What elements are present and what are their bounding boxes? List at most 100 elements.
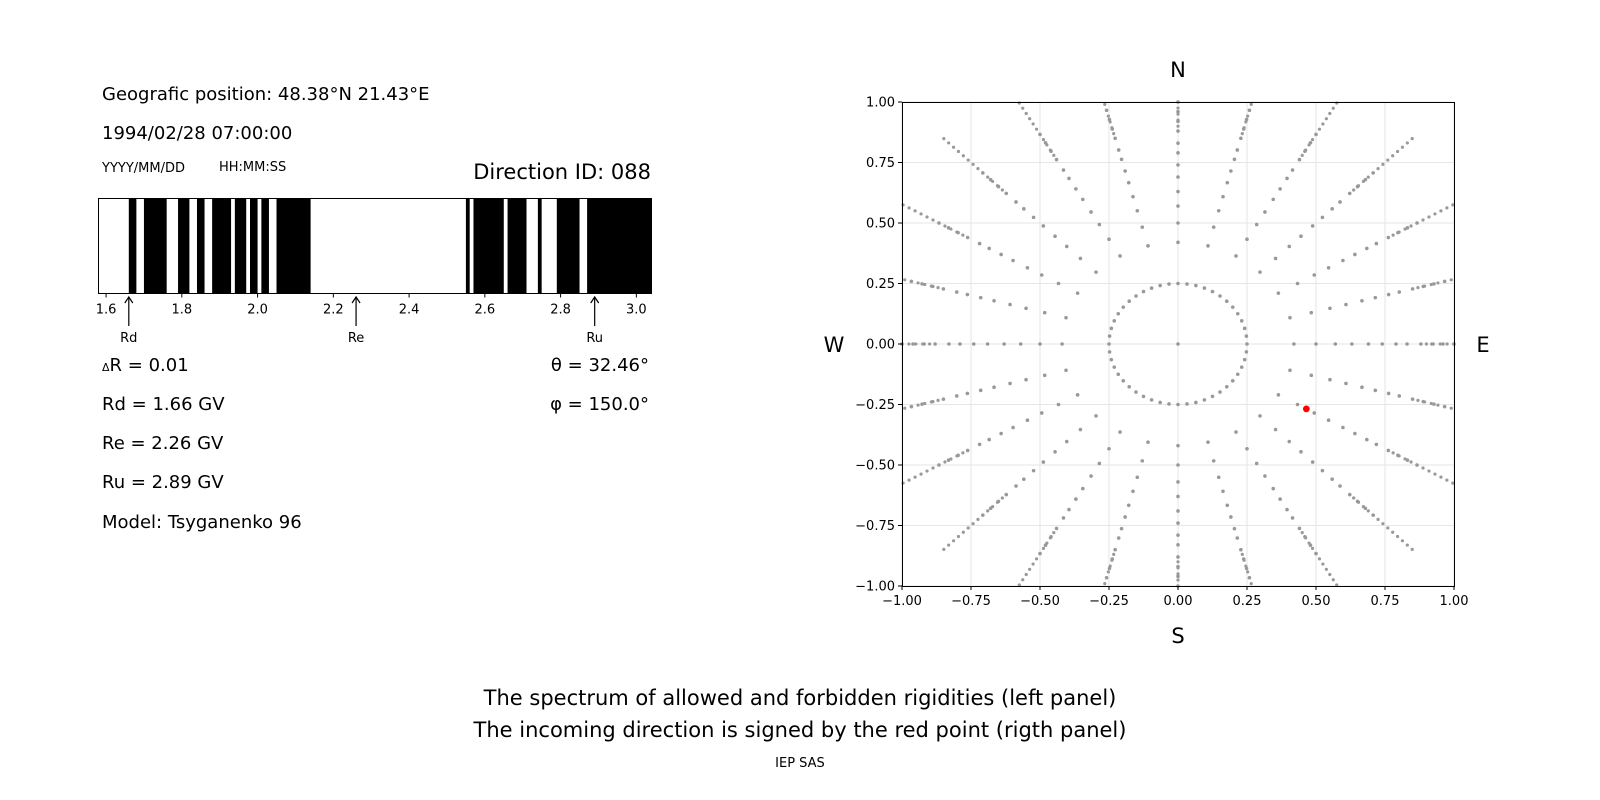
forbidden-band [537,198,542,294]
direction-point [1328,111,1332,116]
direction-point [1031,562,1035,566]
direction-point [1210,289,1215,294]
direction-point [1288,368,1292,373]
direction-point [907,478,911,482]
direction-point [1235,536,1240,540]
direction-point [1176,560,1180,564]
direction-point [1107,350,1112,354]
direction-point [955,454,959,458]
direction-point [1433,472,1437,476]
direction-point [1052,153,1056,157]
direction-point [1176,480,1180,484]
x-tick-label: −0.75 [951,594,991,609]
direction-point [1360,298,1364,303]
direction-scatter-chart: −1.00 −0.75 −0.50 −0.25 0.00 0.25 0.50 0.75 1.00… [824,58,1490,648]
direction-point [1405,141,1409,145]
direction-point [1397,394,1402,398]
direction-point [1176,463,1180,467]
direction-point [1116,536,1121,540]
direction-point [992,298,996,303]
direction-point [1109,357,1114,362]
direction-point [1004,492,1009,497]
direction-point [1258,414,1262,418]
direction-point [947,141,951,145]
direction-point [958,342,962,346]
direction-point [965,292,970,297]
direction-point [1427,215,1431,219]
direction-point [1371,171,1375,175]
direction-point [999,252,1003,257]
marker-label-ru: Ru [586,331,603,346]
direction-point [1017,583,1021,587]
direction-point [933,342,937,346]
direction-point [951,539,956,543]
direction-point [1242,558,1246,562]
direction-point [1244,334,1249,338]
direction-point [1176,566,1180,570]
direction-point [1320,468,1325,473]
direction-point [1347,191,1352,196]
direction-point [1386,158,1390,162]
direction-point [1176,443,1180,448]
direction-point [1112,319,1117,323]
direction-point [1299,234,1303,238]
direction-point [936,286,940,290]
direction-point [923,282,927,287]
direction-point [1127,384,1132,389]
footer-credit: IEP SAS [775,756,825,771]
direction-point [1245,446,1249,451]
direction-point [931,466,935,470]
direction-point [1041,138,1046,142]
direction-point [1331,578,1335,582]
direction-point [1376,517,1380,521]
direction-point [1119,526,1124,531]
direction-point [966,158,970,162]
direction-point [971,522,975,526]
direction-point [1224,384,1229,389]
direction-point [1278,497,1282,501]
direction-point [1403,227,1407,231]
direction-point [1048,148,1052,152]
direction-point [1109,326,1114,331]
direction-point [1361,179,1366,184]
direction-point [1052,531,1056,535]
direction-point [1048,536,1052,540]
direction-point [1320,215,1325,220]
x-tick-label: 0.25 [1233,594,1262,609]
direction-point [1309,373,1314,378]
direction-point [1097,461,1102,466]
direction-point [1018,342,1023,346]
direction-point [1104,576,1109,580]
direction-point [1107,334,1112,338]
direction-point [978,388,983,393]
direction-point [1242,357,1247,362]
direction-point [1176,204,1180,208]
direction-point [1232,526,1237,531]
direction-point [1176,112,1180,116]
direction-point [1061,168,1066,172]
direction-point [1176,555,1180,559]
direction-point [965,235,970,240]
direction-point [1338,200,1342,204]
direction-point [1242,126,1246,130]
direction-point [1405,342,1409,346]
direction-point [961,451,965,455]
direction-point [1126,180,1131,185]
forbidden-band [473,198,504,294]
direction-point [1380,342,1385,346]
direction-point [1218,390,1222,394]
direction-point [941,287,946,291]
direction-point [1176,141,1180,145]
compass-north: N [1170,58,1186,82]
direction-point [1386,235,1391,240]
direction-point [1176,163,1180,167]
direction-point [981,171,985,175]
phi-value: φ = 150.0° [550,394,649,415]
direction-point [1021,106,1025,110]
direction-point [1330,207,1334,211]
direction-point [1202,398,1207,402]
direction-point [1273,427,1278,432]
direction-point [995,500,1000,504]
direction-point [1134,294,1138,298]
y-tick-label: 0.75 [866,156,895,171]
